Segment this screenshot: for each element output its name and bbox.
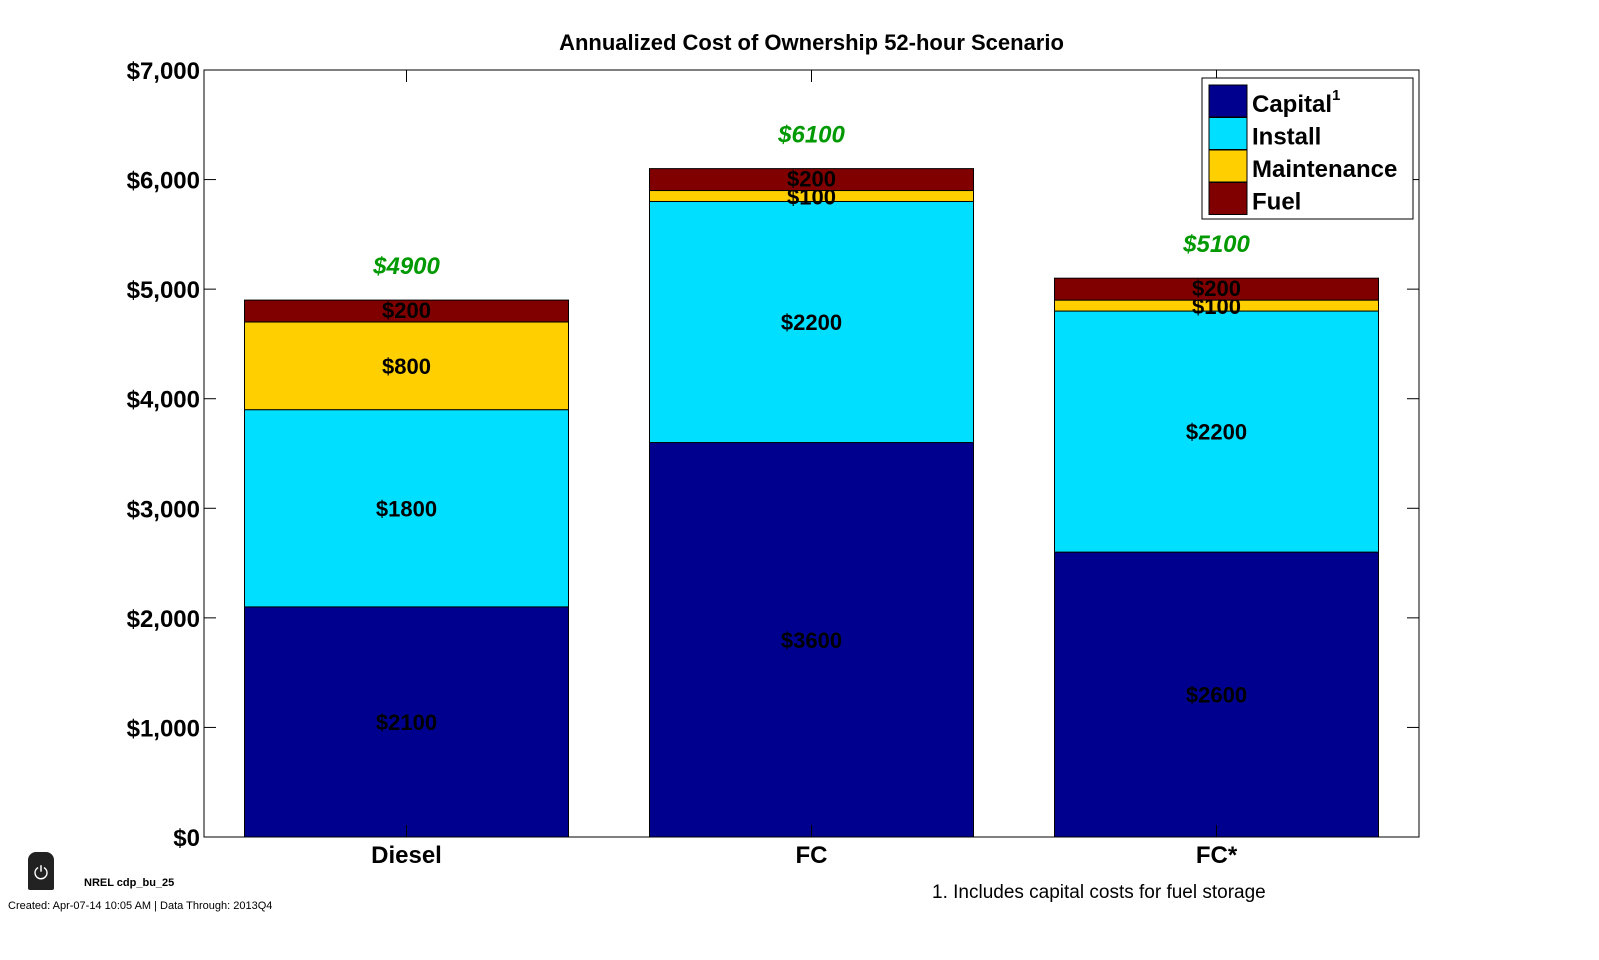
segment-label: $1800: [376, 496, 437, 521]
legend-label-install: Install: [1252, 124, 1321, 151]
legend-swatch-maintenance: [1208, 149, 1248, 183]
bar-install-1: [649, 200, 974, 444]
y-tick-label: $7,000: [127, 58, 200, 85]
total-label: $5100: [1182, 231, 1250, 258]
y-tick-label: $5,000: [127, 277, 200, 304]
legend-label-fuel: Fuel: [1252, 189, 1301, 216]
footnote: 1. Includes capital costs for fuel stora…: [932, 882, 1266, 903]
power-icon: ⏻: [28, 852, 54, 890]
segment-label: $200: [787, 167, 836, 192]
y-tick-label: $4,000: [127, 387, 200, 414]
legend-label-capital: Capital1: [1252, 87, 1340, 118]
segment-label: $2600: [1186, 683, 1247, 708]
chart-title: Annualized Cost of Ownership 52-hour Sce…: [559, 30, 1064, 55]
bar-fuel-2: [1054, 277, 1379, 301]
bar-install-0: [244, 409, 569, 608]
plot-frame: [203, 69, 1420, 838]
chart-id-tag: NREL cdp_bu_25: [84, 877, 175, 889]
segment-label: $800: [382, 354, 431, 379]
y-tick-label: $0: [173, 825, 200, 852]
bar-fuel-1: [649, 168, 974, 192]
bar-capital-1: [649, 442, 974, 838]
created-info: Created: Apr-07-14 10:05 AM | Data Throu…: [8, 900, 273, 912]
bar-install-2: [1054, 310, 1379, 553]
bar-fuel-0: [244, 299, 569, 323]
bar-capital-2: [1054, 551, 1379, 838]
segment-label: $2200: [1186, 420, 1247, 445]
total-label: $4900: [372, 253, 440, 280]
bar-capital-0: [244, 606, 569, 838]
y-tick-label: $1,000: [127, 715, 200, 742]
segment-label: $200: [382, 298, 431, 323]
segment-label: $3600: [781, 628, 842, 653]
x-tick-label: Diesel: [371, 842, 442, 869]
x-tick-label: FC: [796, 842, 828, 869]
total-label: $6100: [777, 122, 845, 149]
y-tick-label: $3,000: [127, 496, 200, 523]
segment-label: $2100: [376, 710, 437, 735]
legend-label-maintenance: Maintenance: [1252, 156, 1397, 183]
segment-label: $200: [1192, 276, 1241, 301]
y-tick-label: $6,000: [127, 168, 200, 195]
legend-swatch-fuel: [1208, 182, 1248, 215]
legend-swatch-install: [1208, 117, 1248, 150]
segment-label: $2200: [781, 310, 842, 335]
legend-superscript: 1: [1332, 87, 1340, 104]
x-tick-label: FC*: [1196, 842, 1238, 869]
legend-swatch-capital: [1208, 84, 1248, 118]
y-tick-label: $2,000: [127, 606, 200, 633]
